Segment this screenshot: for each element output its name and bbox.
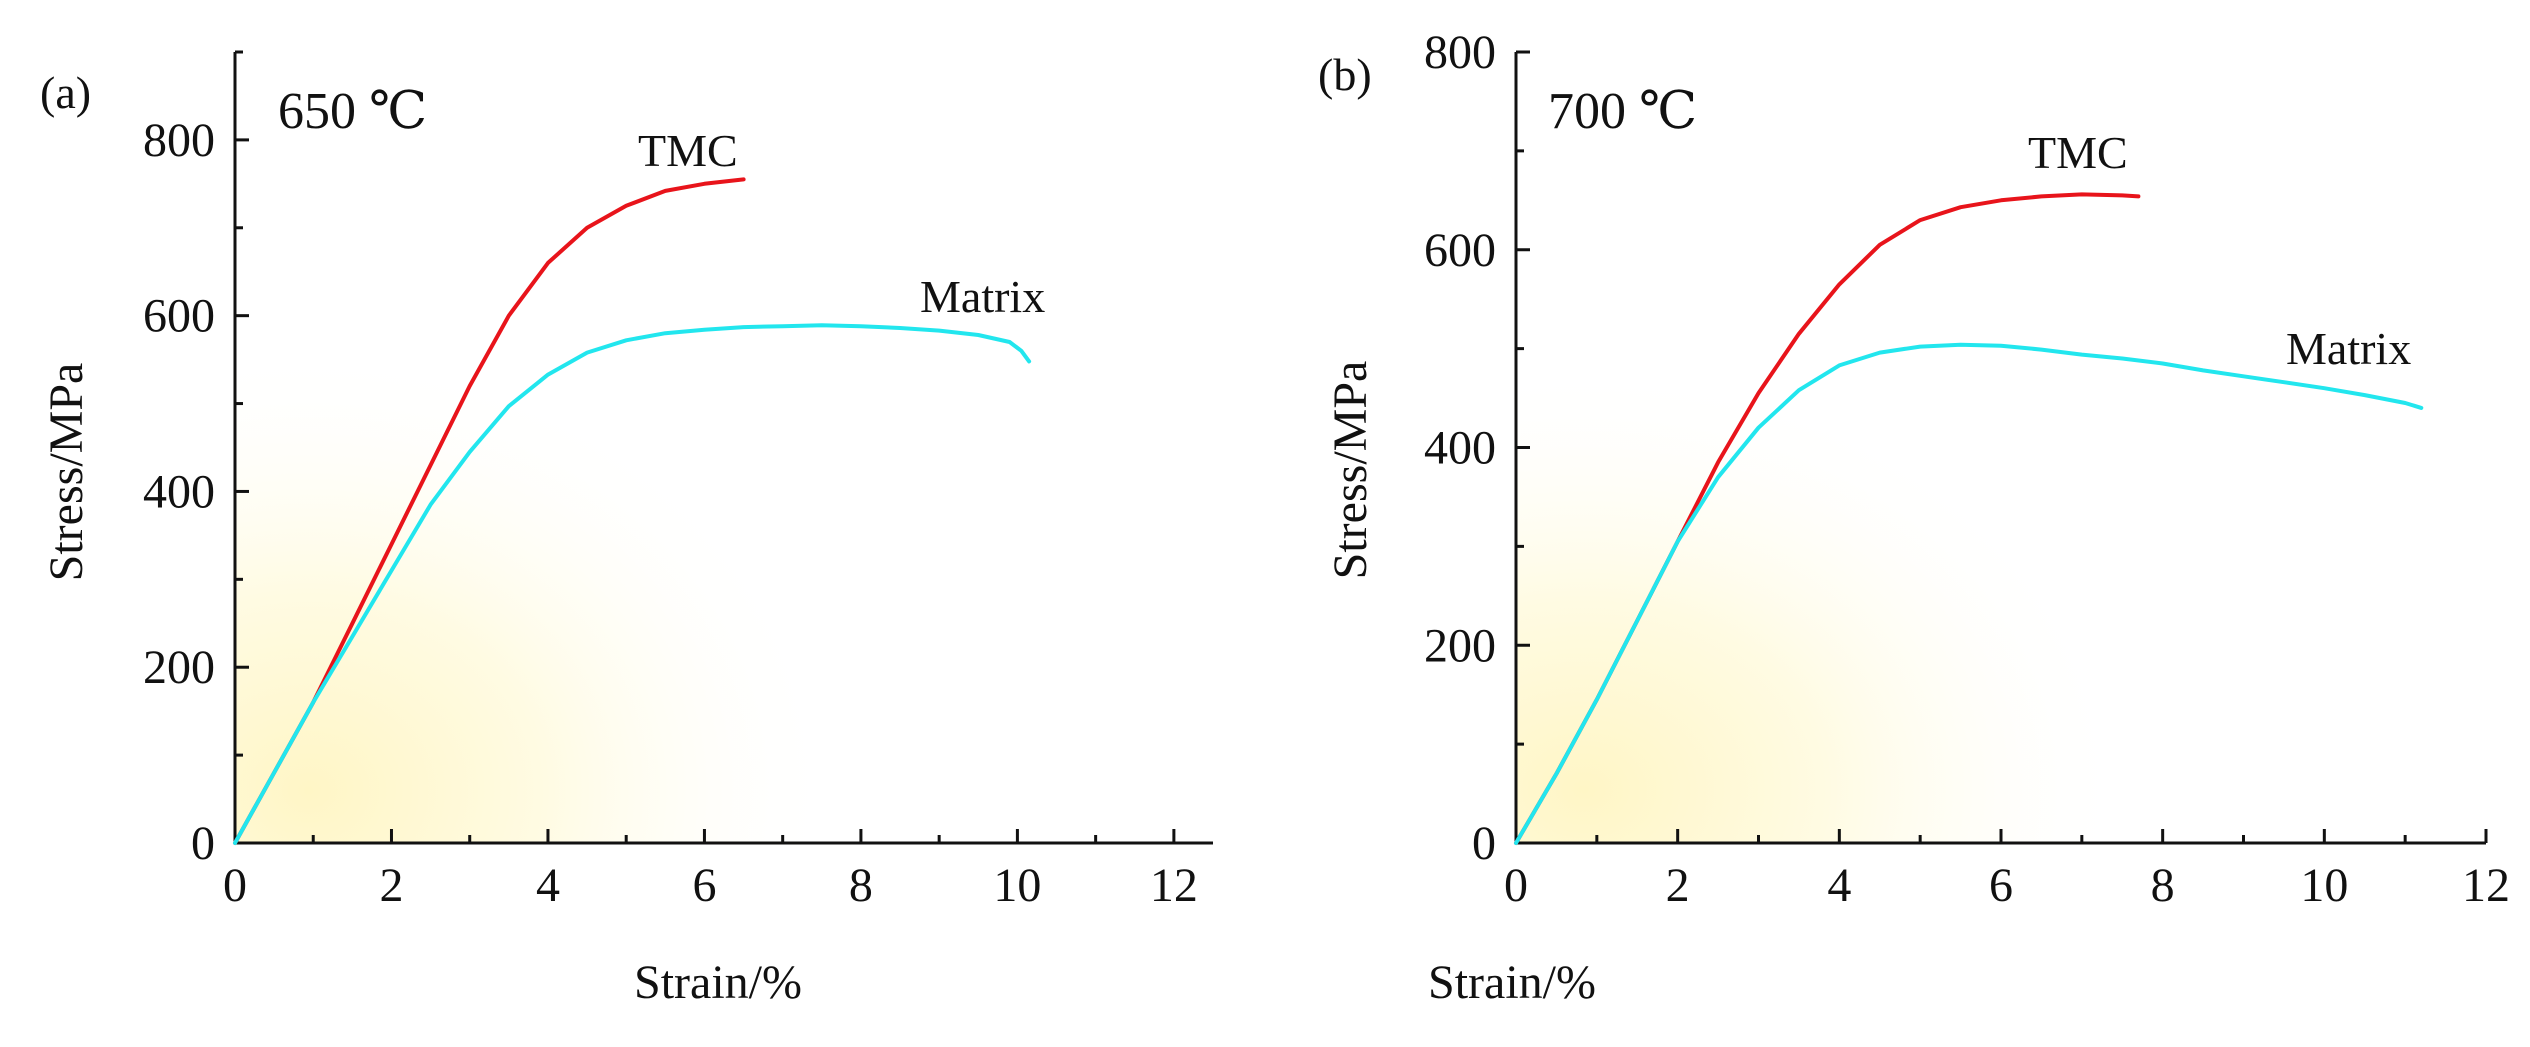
x-axis-title: Strain/% bbox=[634, 956, 802, 1009]
y-tick-label: 600 bbox=[143, 290, 215, 343]
x-tick-label: 4 bbox=[536, 859, 560, 912]
series-label-matrix: Matrix bbox=[920, 271, 1045, 322]
series-group bbox=[233, 177, 1032, 845]
x-axis-title: Strain/% bbox=[1428, 956, 1596, 1009]
panel-label: (a) bbox=[40, 67, 91, 118]
y-tick-label: 800 bbox=[1424, 26, 1496, 79]
y-tick-label: 400 bbox=[1424, 422, 1496, 475]
plot-background bbox=[1516, 310, 2196, 843]
x-tick-label: 4 bbox=[1827, 859, 1851, 912]
text-group: (b) 700 ℃ Strain/% Stress/MPa TMC Matrix bbox=[1318, 49, 2411, 1009]
series-group bbox=[1514, 192, 2424, 845]
temperature-annotation: 700 ℃ bbox=[1548, 83, 1697, 140]
x-tick-label: 0 bbox=[1504, 859, 1528, 912]
panel-label: (b) bbox=[1318, 49, 1372, 100]
y-axis-title: Stress/MPa bbox=[40, 363, 93, 582]
series-label-matrix: Matrix bbox=[2286, 323, 2411, 374]
series-label-tmc: TMC bbox=[638, 125, 738, 176]
x-tick-label: 2 bbox=[1666, 859, 1690, 912]
series-line-matrix bbox=[233, 323, 1032, 845]
x-tick-label: 8 bbox=[849, 859, 873, 912]
x-tick-label: 10 bbox=[993, 859, 1041, 912]
text-group: (a) 650 ℃ Strain/% Stress/MPa TMC Matrix bbox=[40, 67, 1045, 1009]
chart-panel-a: 0 2 4 6 8 10 12 0 200 400 600 800 (a) 650 ℃ Strain/… bbox=[40, 50, 1213, 1009]
axes: 0 2 4 6 8 10 12 0 200 400 600 800 bbox=[1424, 26, 2510, 912]
chart-panel-b: 0 2 4 6 8 10 12 0 200 400 600 800 (b) 700 ℃ Strain/… bbox=[1318, 26, 2510, 1009]
x-tick-label: 6 bbox=[692, 859, 716, 912]
x-tick-label: 12 bbox=[1150, 859, 1198, 912]
x-tick-label: 0 bbox=[223, 859, 247, 912]
x-tick-label: 2 bbox=[379, 859, 403, 912]
y-tick-label: 200 bbox=[143, 641, 215, 694]
y-tick-label: 0 bbox=[191, 817, 215, 870]
y-tick-label: 600 bbox=[1424, 224, 1496, 277]
y-tick-label: 800 bbox=[143, 114, 215, 167]
temperature-annotation: 650 ℃ bbox=[278, 83, 427, 140]
x-tick-label: 12 bbox=[2462, 859, 2510, 912]
axes: 0 2 4 6 8 10 12 0 200 400 600 800 bbox=[143, 50, 1213, 912]
y-tick-label: 400 bbox=[143, 465, 215, 518]
y-axis-title: Stress/MPa bbox=[1324, 361, 1377, 580]
plot-background bbox=[235, 320, 855, 843]
x-tick-label: 8 bbox=[2151, 859, 2175, 912]
y-tick-label: 200 bbox=[1424, 619, 1496, 672]
x-tick-label: 6 bbox=[1989, 859, 2013, 912]
series-line-matrix bbox=[1514, 342, 2424, 845]
x-tick-label: 10 bbox=[2300, 859, 2348, 912]
series-label-tmc: TMC bbox=[2028, 127, 2128, 178]
y-tick-label: 0 bbox=[1472, 817, 1496, 870]
